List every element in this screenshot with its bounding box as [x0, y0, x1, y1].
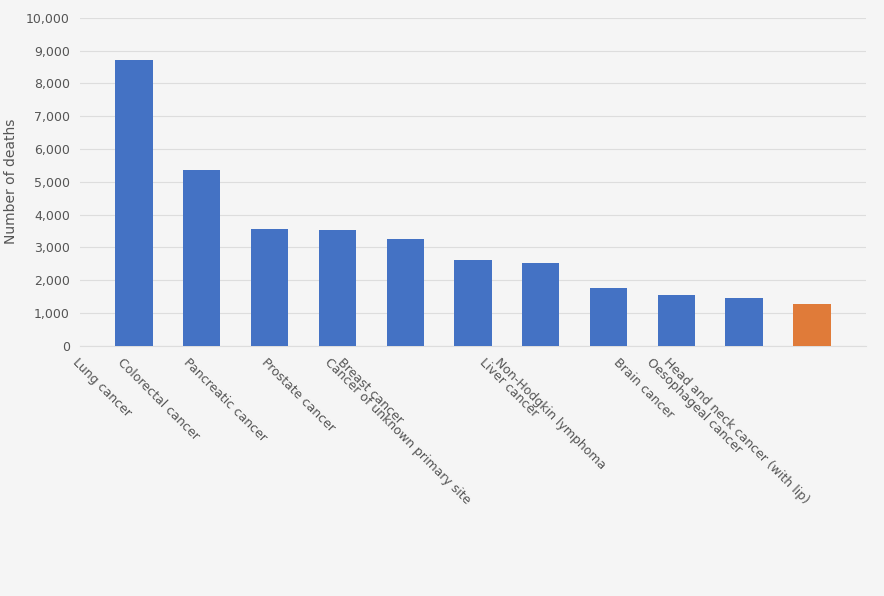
Bar	[386, 239, 423, 346]
Bar	[658, 294, 695, 346]
Bar	[522, 263, 560, 346]
Bar	[115, 60, 153, 346]
Bar	[454, 260, 492, 346]
Bar	[793, 304, 831, 346]
Y-axis label: Number of deaths: Number of deaths	[4, 119, 18, 244]
Bar	[319, 230, 356, 346]
Bar	[726, 298, 763, 346]
Bar	[183, 170, 220, 346]
Bar	[251, 229, 288, 346]
Bar	[590, 288, 627, 346]
